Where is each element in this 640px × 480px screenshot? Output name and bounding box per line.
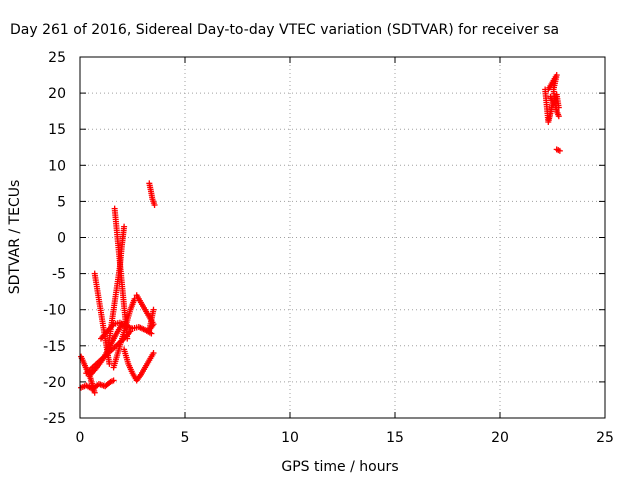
x-tick-label: 15 (386, 430, 404, 446)
plot-frame (79, 56, 606, 419)
x-tick-label: 5 (181, 430, 190, 446)
data-point (150, 350, 157, 357)
data-point (148, 330, 155, 337)
y-tick-labels: 25 20 15 10 5 0 -5 -10 -15 -20 -25 (43, 50, 66, 427)
y-tick-label: 20 (48, 86, 66, 102)
y-tick-label: -20 (43, 375, 66, 391)
data-point (555, 104, 562, 111)
data-point (151, 202, 158, 209)
y-tick-label: -15 (43, 339, 66, 355)
data-point (556, 147, 563, 154)
y-tick-label: 10 (48, 158, 66, 174)
x-axis-label: GPS time / hours (281, 459, 398, 475)
x-tick-label: 25 (596, 430, 614, 446)
y-tick-label: -10 (43, 303, 66, 319)
x-tick-label: 0 (76, 430, 85, 446)
x-tick-labels: 0 5 10 15 20 25 (76, 430, 614, 446)
data-point (150, 306, 157, 313)
grid-lines (80, 57, 605, 418)
y-tick-label: 15 (48, 122, 66, 138)
x-tick-label: 10 (281, 430, 299, 446)
y-tick-label: -25 (43, 411, 66, 427)
axis-ticks (79, 56, 606, 419)
y-tick-label: 5 (57, 194, 66, 210)
data-series-sdtvar (78, 72, 563, 396)
y-tick-label: -5 (52, 267, 66, 283)
data-point (106, 360, 113, 367)
data-point (121, 223, 128, 230)
data-point (124, 335, 131, 342)
data-point (110, 377, 117, 384)
data-point (555, 113, 562, 120)
chart-title: Day 261 of 2016, Sidereal Day-to-day VTE… (10, 22, 559, 38)
y-tick-label: 25 (48, 50, 66, 66)
x-tick-label: 20 (491, 430, 509, 446)
y-tick-label: 0 (57, 231, 66, 247)
y-axis-label: SDTVAR / TECUs (7, 180, 23, 295)
